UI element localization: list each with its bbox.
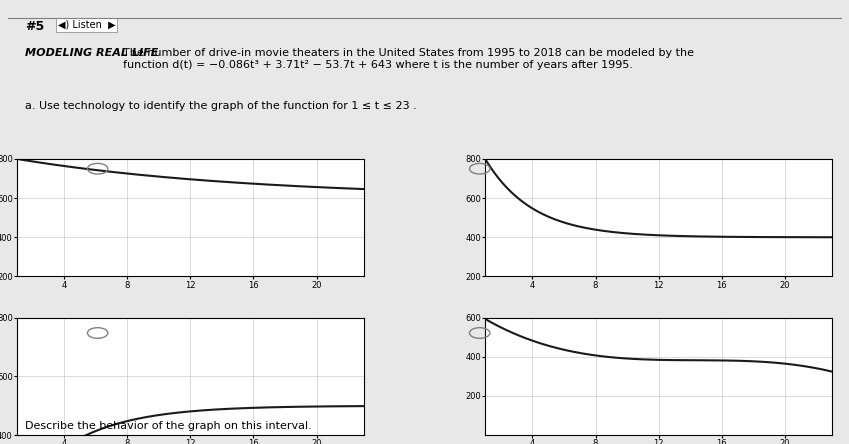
Text: ◀) Listen  ▶: ◀) Listen ▶ [58,20,115,30]
Text: The number of drive-in movie theaters in the United States from 1995 to 2018 can: The number of drive-in movie theaters in… [123,48,694,70]
Text: MODELING REAL LIFE: MODELING REAL LIFE [25,48,159,59]
Text: Describe the behavior of the graph on this interval.: Describe the behavior of the graph on th… [25,420,312,431]
Text: #5: #5 [25,20,44,32]
Text: a. Use technology to identify the graph of the function for 1 ≤ t ≤ 23 .: a. Use technology to identify the graph … [25,101,417,111]
